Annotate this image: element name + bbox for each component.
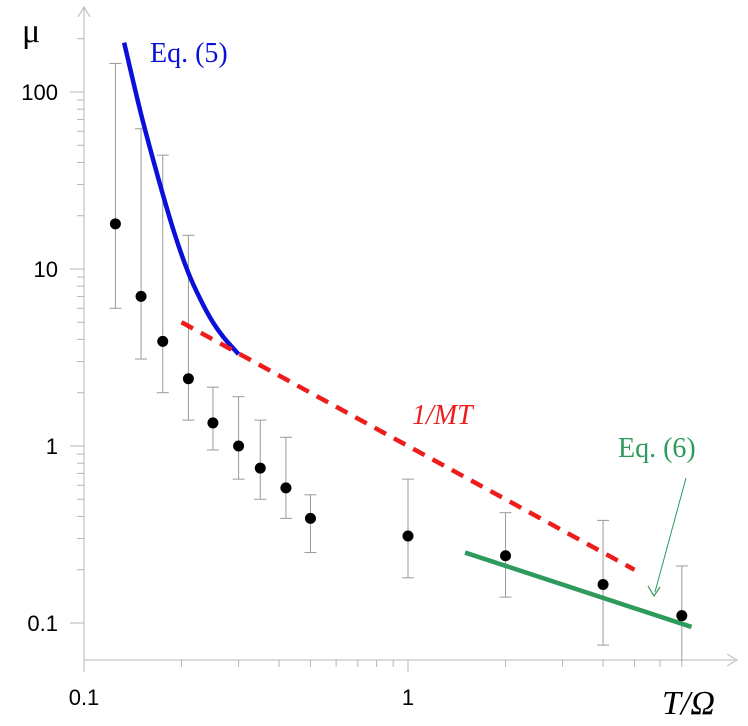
minor-ticks — [77, 38, 683, 667]
x-tick-label: 1 — [402, 685, 414, 710]
data-point — [500, 550, 512, 562]
x-tick-label: 0.1 — [69, 685, 100, 710]
error-bars — [109, 62, 688, 660]
x-axis-title: T/Ω — [662, 685, 715, 722]
y-axis-arrow — [77, 6, 91, 18]
y-axis-title: μ — [22, 13, 40, 50]
y-tick-label: 100 — [21, 80, 58, 105]
data-point — [207, 417, 219, 429]
eq5-label: Eq. (5) — [150, 38, 228, 69]
data-point — [254, 462, 266, 474]
series-line-2 — [464, 550, 693, 630]
y-tick-label: 0.1 — [27, 611, 58, 636]
major-ticks: 0.1 1 0.1 1 10 100 — [21, 80, 414, 710]
y-tick-label: 10 — [34, 257, 58, 282]
data-point — [676, 610, 688, 622]
data-point — [157, 335, 169, 347]
data-point — [109, 218, 121, 230]
one-over-mt-label: 1/MT — [412, 400, 475, 431]
data-point — [135, 290, 147, 302]
data-point — [182, 373, 194, 385]
data-point — [597, 579, 609, 591]
eq6-label: Eq. (6) — [618, 433, 696, 464]
series-line-1 — [180, 320, 636, 572]
x-axis-arrow — [726, 653, 738, 667]
data-point — [402, 530, 414, 542]
model-curves — [121, 42, 693, 630]
eq6-arrow-line — [654, 477, 687, 593]
data-point — [304, 512, 316, 524]
data-point — [280, 482, 292, 494]
y-tick-label: 1 — [46, 434, 58, 459]
data-points — [109, 218, 688, 622]
axes — [77, 6, 738, 667]
data-point — [233, 440, 245, 452]
series-line-0 — [121, 42, 241, 356]
eq6-arrow-head — [647, 585, 661, 598]
